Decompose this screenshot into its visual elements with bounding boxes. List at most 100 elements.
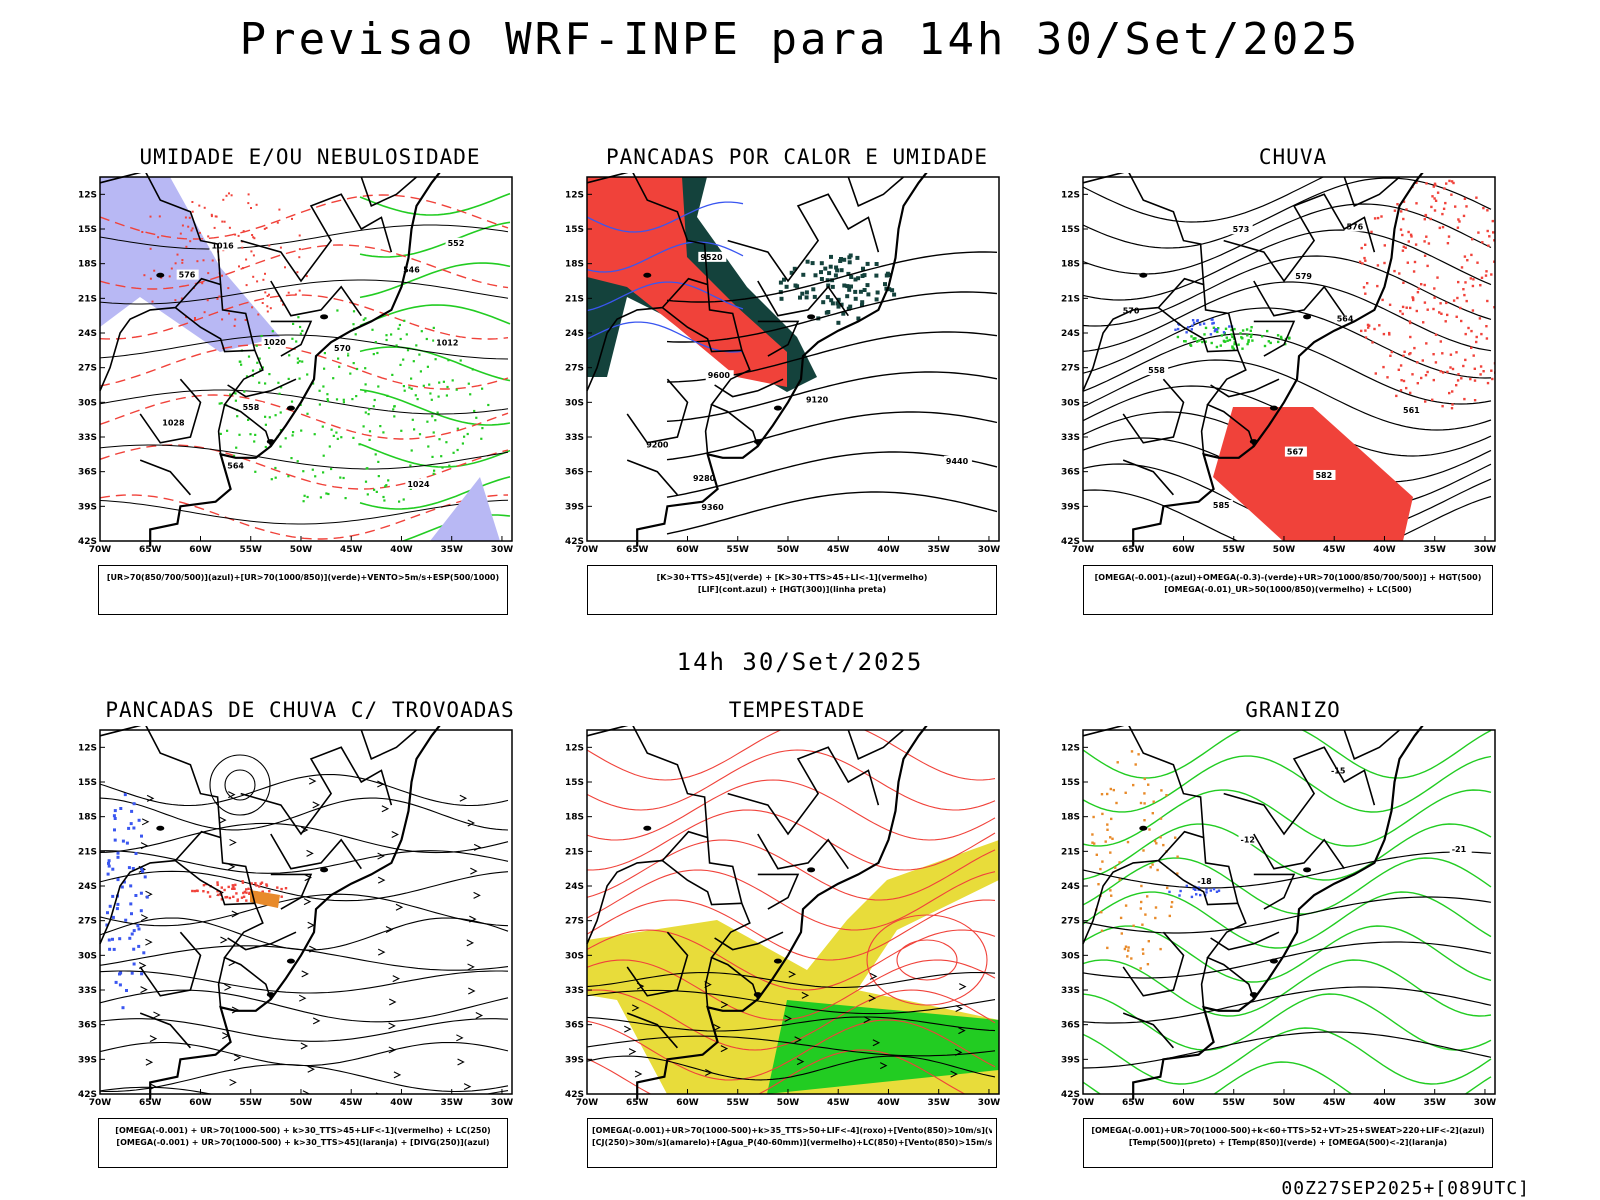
- shaded-cell: [1471, 238, 1474, 241]
- shaded-cell: [1490, 369, 1493, 372]
- contour-label: 9600: [708, 371, 731, 380]
- shaded-cell: [1438, 226, 1441, 230]
- streamline: [100, 1086, 509, 1094]
- panel-granizo: GRANIZO -12 -15 -18 -21 12S 15S 18S 21S 24S 27S 30…: [1053, 698, 1533, 1168]
- humidity-contour: [359, 262, 511, 299]
- shaded-cell: [1449, 353, 1453, 356]
- flow-arrow: [955, 1004, 963, 1012]
- political-border: [217, 404, 226, 455]
- flow-arrow: [145, 938, 153, 946]
- shaded-cell: [438, 381, 441, 384]
- flow-arrow: [219, 816, 227, 824]
- shaded-cell: [355, 395, 358, 398]
- shaded-cell: [429, 392, 432, 395]
- shaded-cell: [1215, 345, 1219, 349]
- contour-label: 582: [1315, 471, 1332, 480]
- streamline: [100, 797, 509, 831]
- lat-label: 30S: [565, 398, 584, 408]
- shaded-cell: [1190, 895, 1194, 899]
- shaded-cell: [795, 284, 800, 289]
- shaded-cell: [245, 284, 248, 287]
- shaded-cell: [1140, 884, 1143, 888]
- lake-icon: [156, 825, 165, 831]
- shaded-cell: [145, 895, 149, 899]
- shaded-cell: [134, 852, 138, 855]
- flow-arrow: [146, 794, 155, 802]
- shaded-cell: [1405, 208, 1408, 211]
- shaded-cell: [1447, 235, 1451, 238]
- shaded-cell: [291, 217, 293, 220]
- shaded-cell: [1413, 346, 1416, 350]
- shaded-cell: [1374, 372, 1377, 375]
- shaded-cell: [194, 317, 196, 319]
- shaded-cell: [1263, 344, 1267, 348]
- shaded-cell: [339, 476, 342, 479]
- shaded-cell: [1471, 309, 1475, 312]
- shaded-cell: [1457, 280, 1460, 284]
- shaded-cell: [1462, 214, 1466, 218]
- shaded-cell: [189, 240, 192, 243]
- shaded-cell: [1199, 893, 1202, 897]
- shaded-cell: [1162, 843, 1165, 847]
- legend-tempestade: [OMEGA(-0.001)+UR>70(1000-500)+k>35_TTS>…: [587, 1118, 997, 1168]
- shaded-cell: [383, 499, 386, 502]
- shaded-cell: [1183, 340, 1186, 343]
- shaded-cell: [446, 385, 449, 389]
- shaded-cell: [373, 488, 376, 491]
- shaded-cell: [1434, 333, 1438, 336]
- political-border: [99, 173, 222, 392]
- shaded-cell: [335, 431, 338, 434]
- shaded-cell: [1498, 346, 1500, 348]
- coastline: [1132, 173, 1424, 547]
- shaded-cell: [141, 231, 144, 233]
- shaded-cell: [1190, 328, 1193, 331]
- shaded-cell: [247, 887, 250, 890]
- shaded-cell: [264, 382, 267, 385]
- shaded-cell: [251, 374, 254, 377]
- thunderstorm-area: [587, 177, 787, 387]
- shaded-cell: [1493, 260, 1495, 263]
- pressure-contour: [100, 224, 509, 250]
- shaded-cell: [1436, 191, 1440, 194]
- lon-label: 55W: [1223, 1098, 1246, 1108]
- shaded-cell: [1471, 284, 1475, 288]
- shaded-cell: [1371, 341, 1374, 344]
- temperature-500-contour: [1083, 941, 1492, 979]
- shaded-cell: [1366, 282, 1369, 285]
- shaded-cell: [481, 427, 484, 430]
- shaded-cell: [1452, 181, 1455, 185]
- shaded-cell: [804, 290, 809, 295]
- lat-label: 15S: [78, 778, 97, 788]
- shaded-cell: [1402, 217, 1405, 221]
- political-border: [1157, 859, 1238, 906]
- streamline: [100, 970, 509, 994]
- shaded-cell: [1146, 895, 1149, 898]
- shaded-cell: [185, 245, 188, 248]
- shaded-cell: [810, 261, 815, 266]
- shaded-cell: [1501, 235, 1503, 237]
- political-border: [757, 833, 849, 870]
- flow-arrow: [954, 1048, 963, 1056]
- humidity-contour: [359, 346, 511, 382]
- shaded-cell: [834, 265, 839, 270]
- shaded-cell: [1364, 336, 1368, 339]
- shaded-cell: [1230, 333, 1233, 336]
- shaded-cell: [1448, 179, 1451, 183]
- shaded-cell: [1217, 889, 1221, 892]
- shaded-cell: [1407, 240, 1410, 243]
- shaded-cell: [300, 429, 303, 432]
- lon-label: 50W: [777, 545, 800, 555]
- shaded-cell: [114, 980, 118, 984]
- shaded-cell: [116, 855, 120, 859]
- contour-label: 546: [403, 266, 420, 275]
- contour-label-bg: [699, 502, 728, 513]
- shaded-cell: [884, 286, 889, 291]
- shaded-cell: [323, 352, 326, 355]
- shaded-cell: [461, 442, 464, 445]
- shaded-cell: [282, 303, 284, 306]
- temperature-850-contour: [1083, 959, 1492, 1017]
- shaded-cell: [107, 861, 110, 865]
- shaded-cell: [218, 402, 221, 405]
- contour-label-bg: [1195, 876, 1218, 887]
- shaded-cell: [403, 389, 406, 392]
